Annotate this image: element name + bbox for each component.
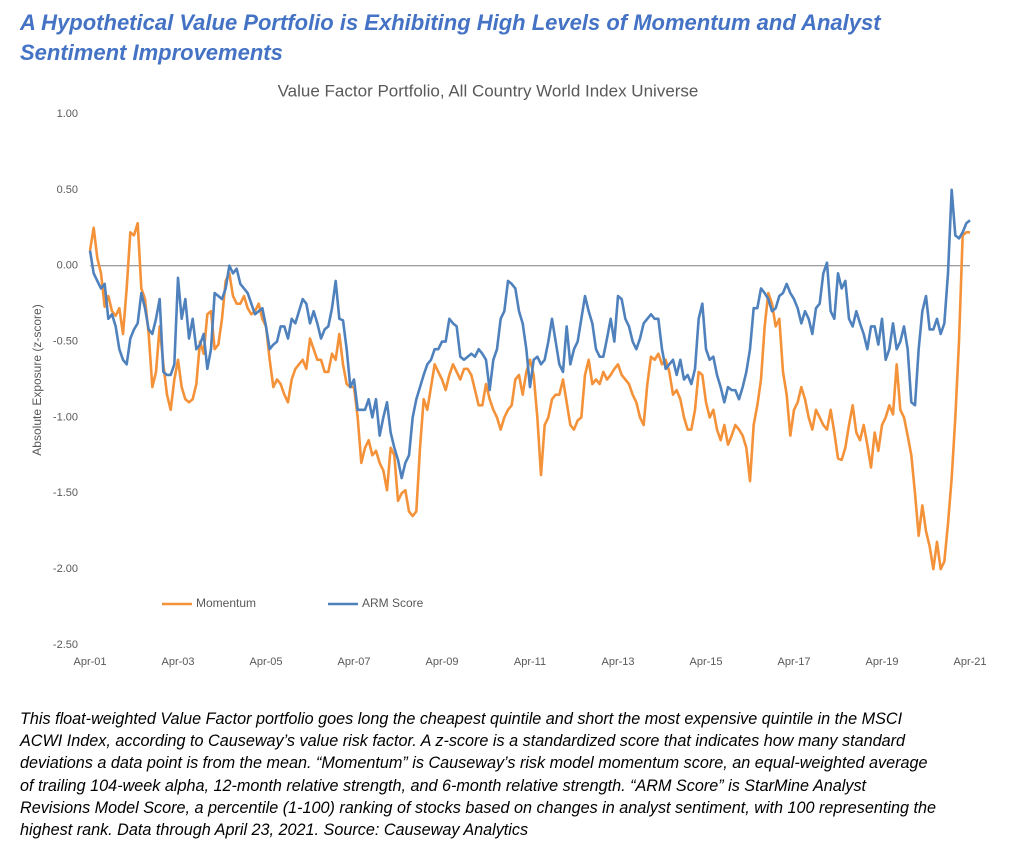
y-tick-label: -1.00 <box>53 411 78 423</box>
data-line <box>88 188 971 480</box>
note-line: highest rank. Data through April 23, 202… <box>20 821 529 840</box>
legend-label: Momentum <box>196 596 256 610</box>
x-tick-label: Apr-05 <box>249 656 282 668</box>
heading-line: A Hypothetical Value Portfolio is Exhibi… <box>20 10 881 35</box>
x-tick-label: Apr-01 <box>73 656 106 668</box>
y-tick-label: -2.00 <box>53 563 78 575</box>
note-line: ACWI Index, according to Causeway’s valu… <box>20 732 906 751</box>
note-line: of trailing 104-week alpha, 12-month rel… <box>20 776 867 795</box>
note: This float-weighted Value Factor portfol… <box>20 708 936 841</box>
heading: A Hypothetical Value Portfolio is Exhibi… <box>20 8 881 68</box>
x-tick-label: Apr-19 <box>865 656 898 668</box>
y-tick-label: -2.50 <box>53 639 78 651</box>
x-tick-label: Apr-11 <box>514 656 546 668</box>
x-tick-label: Apr-09 <box>425 656 458 668</box>
x-tick-label: Apr-17 <box>777 656 810 668</box>
data-line <box>88 221 970 571</box>
note-line: deviations a data point is from the mean… <box>20 754 928 773</box>
note-line: Revisions Model Score, a percentile (1-1… <box>20 798 937 817</box>
heading-line: Sentiment Improvements <box>20 40 283 65</box>
y-tick-label: 1.00 <box>57 108 78 120</box>
x-tick-label: Apr-07 <box>337 656 370 668</box>
y-tick-label: 0.00 <box>57 260 78 272</box>
note-line: This float-weighted Value Factor portfol… <box>20 710 903 728</box>
x-tick-label: Apr-13 <box>601 656 634 668</box>
y-tick-label: 0.50 <box>57 184 78 196</box>
legend-label: ARM Score <box>362 596 424 610</box>
x-tick-label: Apr-21 <box>953 656 986 668</box>
y-tick-label: -1.50 <box>53 487 78 499</box>
y-axis-label: Absolute Exposure (z-score) <box>30 304 44 455</box>
x-tick-label: Apr-15 <box>689 656 722 668</box>
x-tick-label: Apr-03 <box>161 656 194 668</box>
chart: Value Factor Portfolio, All Country Worl… <box>30 81 986 668</box>
y-tick-label: -0.50 <box>53 335 78 347</box>
chart-title: Value Factor Portfolio, All Country Worl… <box>278 81 699 100</box>
